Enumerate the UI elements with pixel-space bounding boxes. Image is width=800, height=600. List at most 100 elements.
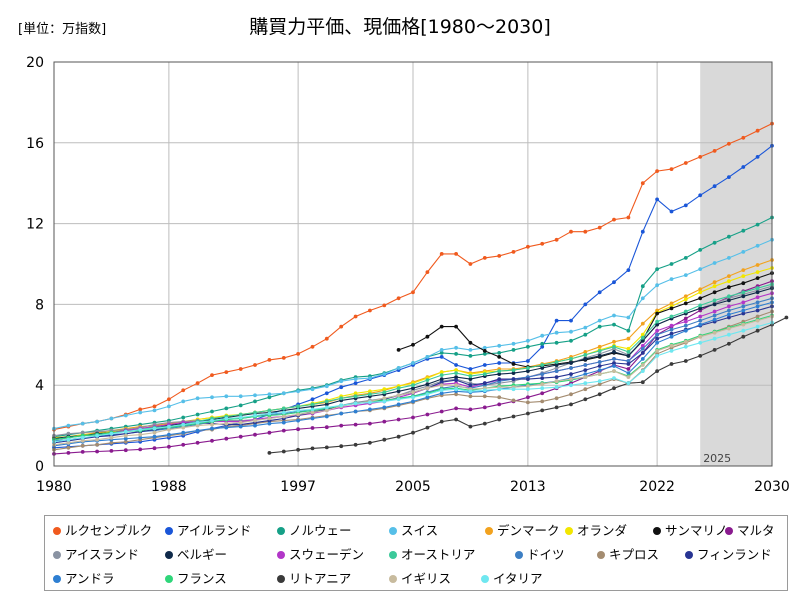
data-point (597, 344, 602, 349)
data-point (727, 141, 731, 146)
data-point (727, 315, 731, 320)
data-point (267, 411, 272, 416)
data-point (727, 175, 731, 180)
data-point (727, 285, 731, 290)
data-point (238, 415, 243, 420)
data-point (382, 372, 387, 376)
data-point (597, 324, 602, 329)
data-point (712, 348, 717, 352)
data-point (281, 356, 286, 360)
legend-item: イタリア (481, 568, 543, 587)
legend-item: スウェーデン (277, 544, 364, 563)
data-point (569, 318, 573, 323)
data-point (468, 374, 473, 378)
data-point (296, 389, 300, 394)
data-point (683, 328, 688, 333)
data-point (741, 250, 746, 254)
data-point (612, 386, 616, 391)
data-point (526, 384, 530, 389)
data-point (310, 446, 315, 451)
data-point (253, 410, 257, 415)
data-point (238, 424, 243, 429)
data-point (655, 328, 659, 333)
data-point (511, 362, 516, 366)
data-point (138, 432, 143, 437)
data-point (511, 377, 516, 381)
data-point (683, 301, 688, 306)
data-point (368, 308, 372, 313)
data-point (439, 252, 444, 256)
data-point (569, 402, 573, 407)
data-point (310, 407, 315, 412)
data-point (569, 392, 573, 397)
data-point (368, 376, 372, 380)
data-point (238, 434, 243, 439)
legend-swatch (481, 574, 489, 583)
data-point (669, 277, 674, 281)
data-point (554, 379, 559, 384)
data-point (454, 383, 458, 388)
data-point (597, 379, 602, 384)
data-point (267, 408, 272, 413)
data-point (698, 296, 703, 301)
data-point (540, 344, 545, 349)
data-point (353, 442, 358, 447)
data-point (612, 364, 616, 368)
plot-area-frame (53, 61, 773, 467)
axis-tick-labels: 0 4 8 12 16 20 1980 1988 1997 2005 2013 2022 2030 (26, 55, 790, 495)
legend-item: デンマーク (485, 520, 560, 539)
data-point (497, 377, 502, 381)
legend-item: マルタ (725, 520, 775, 539)
data-point (181, 388, 186, 393)
data-point (655, 349, 659, 353)
data-point (95, 433, 99, 438)
data-point (482, 349, 487, 353)
data-point (526, 244, 530, 249)
data-point (281, 428, 286, 433)
data-point (583, 363, 588, 367)
data-point (152, 404, 157, 409)
data-point (224, 416, 229, 421)
legend-swatch (389, 526, 397, 535)
data-point (698, 334, 703, 339)
data-point (669, 167, 674, 172)
legend-swatch (565, 526, 573, 535)
x-tick-label: 2030 (754, 479, 790, 495)
data-point (526, 395, 530, 400)
data-point (181, 415, 186, 420)
data-point (396, 386, 401, 391)
data-point (339, 423, 344, 428)
data-point (569, 372, 573, 376)
data-point (439, 383, 444, 388)
data-point (612, 217, 616, 222)
data-point (368, 421, 372, 426)
data-point (511, 250, 516, 254)
data-point (95, 449, 99, 454)
data-point (655, 354, 659, 358)
legend-label: イタリア (493, 571, 543, 586)
data-point (152, 434, 157, 439)
data-point (267, 358, 272, 362)
data-point (640, 296, 645, 301)
data-point (210, 422, 214, 427)
y-tick-label: 16 (26, 136, 44, 152)
data-point (511, 368, 516, 372)
data-point (698, 318, 703, 323)
data-point (324, 414, 329, 419)
data-point (253, 418, 257, 423)
data-point (698, 340, 703, 345)
data-point (554, 366, 559, 370)
data-point (698, 248, 703, 252)
data-point (626, 350, 631, 354)
data-point (425, 270, 430, 274)
y-tick-label: 8 (35, 297, 44, 313)
data-point (482, 381, 487, 386)
data-point (382, 419, 387, 424)
data-point (655, 311, 659, 316)
legend-swatch (685, 550, 693, 559)
data-point (698, 267, 703, 271)
data-point (425, 334, 430, 339)
data-point (626, 336, 631, 341)
data-point (468, 262, 473, 266)
data-point (741, 165, 746, 169)
